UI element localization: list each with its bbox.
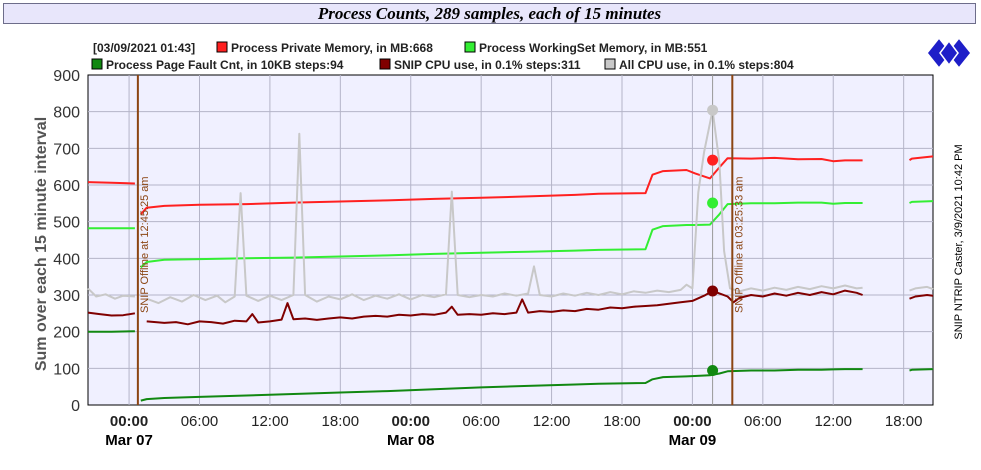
legend-entry: Process Private Memory, in MB:668: [231, 41, 433, 55]
legend-swatch: [216, 41, 228, 53]
series-line-1: [88, 200, 934, 269]
y-tick-label: 900: [53, 68, 80, 85]
x-tick-label: 00:00: [110, 413, 148, 430]
legend-entry: All CPU use, in 0.1% steps:804: [619, 58, 794, 72]
x-day-label: Mar 09: [669, 432, 717, 449]
y-tick-label: 400: [53, 251, 80, 268]
offline-annotation-label: SNIP Offline at 03:25:33 am: [733, 176, 745, 313]
cursor-marker-1: [707, 197, 719, 209]
legend-header: [03/09/2021 01:43]: [93, 41, 195, 55]
x-tick-label: 18:00: [322, 413, 360, 430]
x-tick-label: 18:00: [603, 413, 641, 430]
legend-entry: SNIP CPU use, in 0.1% steps:311: [394, 58, 581, 72]
cursor-marker-3: [707, 285, 719, 297]
x-tick-label: 00:00: [392, 413, 430, 430]
snip-diamond-logo-icon: [926, 36, 972, 70]
legend-entry: Process WorkingSet Memory, in MB:551: [479, 41, 708, 55]
y-tick-label: 600: [53, 178, 80, 195]
x-tick-label: 00:00: [673, 413, 711, 430]
x-day-label: Mar 07: [105, 432, 153, 449]
legend-swatch: [91, 58, 103, 70]
legend-entry: Process Page Fault Cnt, in 10KB steps:94: [106, 58, 344, 72]
cursor-marker-4: [707, 104, 719, 116]
x-tick-label: 12:00: [251, 413, 289, 430]
y-tick-label: 100: [53, 361, 80, 378]
y-tick-label: 500: [53, 215, 80, 232]
legend-swatch: [379, 58, 391, 70]
offline-annotation-label: SNIP Offline at 12:45:25 am: [139, 176, 151, 313]
x-tick-label: 06:00: [181, 413, 219, 430]
series-line-2: [88, 330, 934, 402]
legend-swatch: [604, 58, 616, 70]
series-line-3: [87, 289, 934, 326]
x-day-label: Mar 08: [387, 432, 435, 449]
y-tick-label: 0: [71, 398, 80, 415]
plot-area: [87, 74, 934, 406]
y-tick-label: 700: [53, 141, 80, 158]
x-tick-label: 18:00: [885, 413, 923, 430]
series-line-0: [87, 155, 934, 215]
cursor-marker-0: [707, 154, 719, 166]
y-tick-label: 800: [53, 105, 80, 122]
y-tick-label: 200: [53, 325, 80, 342]
x-tick-label: 06:00: [744, 413, 782, 430]
x-tick-label: 12:00: [533, 413, 571, 430]
y-tick-label: 300: [53, 288, 80, 305]
legend-swatch: [464, 41, 476, 53]
x-tick-label: 12:00: [814, 413, 852, 430]
cursor-marker-2: [707, 365, 719, 377]
x-tick-label: 06:00: [462, 413, 500, 430]
chart-title: Process Counts, 289 samples, each of 15 …: [3, 3, 976, 24]
